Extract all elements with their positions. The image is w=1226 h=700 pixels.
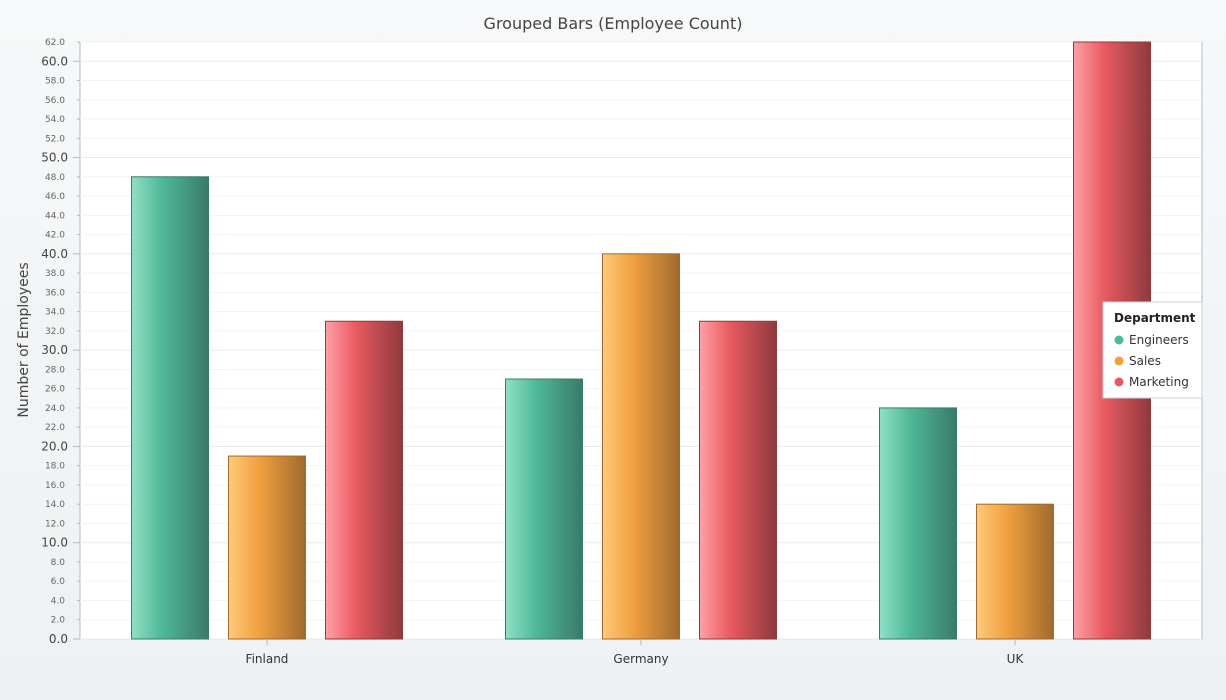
x-axis-ticks: Finland Germany UK	[246, 639, 1025, 666]
y-tick-label-minor: 44.0	[45, 211, 65, 221]
y-tick-label-minor: 32.0	[45, 327, 65, 337]
bar-engineers-germany	[505, 378, 583, 640]
legend: Department Engineers Sales Marketing	[1102, 301, 1203, 399]
y-tick-label-minor: 28.0	[45, 365, 65, 375]
chart-title: Grouped Bars (Employee Count)	[484, 14, 743, 33]
y-tick-label-minor: 48.0	[45, 173, 65, 183]
y-tick-label-minor: 56.0	[45, 96, 65, 106]
y-tick-label-minor: 2.0	[51, 616, 66, 626]
legend-swatch	[1114, 335, 1124, 345]
y-tick-label-minor: 22.0	[45, 423, 65, 433]
bar-sales-finland	[228, 455, 306, 640]
y-tick-label-minor: 12.0	[45, 519, 65, 529]
legend-swatch	[1114, 377, 1124, 387]
y-tick-label-minor: 46.0	[45, 192, 65, 202]
y-tick-label-minor: 34.0	[45, 308, 65, 318]
y-axis-label: Number of Employees	[16, 262, 32, 417]
bar-engineers-finland	[131, 176, 209, 640]
legend-label: Marketing	[1129, 375, 1189, 389]
y-tick-label-major: 20.0	[41, 439, 68, 453]
y-tick-label-major: 60.0	[41, 54, 68, 68]
bar-sales-uk	[976, 503, 1054, 640]
y-tick-label-minor: 58.0	[45, 77, 65, 87]
legend-items: Engineers Sales Marketing	[1114, 333, 1189, 389]
y-tick-label-minor: 42.0	[45, 231, 65, 241]
y-tick-label-minor: 8.0	[51, 558, 66, 568]
y-tick-label-minor: 62.0	[45, 38, 65, 48]
x-tick-label: Germany	[613, 652, 668, 666]
bar-engineers-uk	[879, 407, 957, 640]
y-tick-label-major: 50.0	[41, 151, 68, 165]
x-tick-label: Finland	[246, 652, 289, 666]
y-tick-label-major: 40.0	[41, 247, 68, 261]
y-axis-ticks: 2.0 4.0 6.0 8.0 12.0 14.0 16.0 18.0 22.0 24.0 26.0…	[41, 38, 80, 646]
legend-label: Sales	[1129, 354, 1161, 368]
y-tick-label-minor: 36.0	[45, 288, 65, 298]
y-tick-label-minor: 14.0	[45, 500, 65, 510]
y-tick-label-minor: 16.0	[45, 481, 65, 491]
y-tick-label-minor: 54.0	[45, 115, 65, 125]
legend-title: Department	[1114, 311, 1196, 325]
y-tick-label-minor: 18.0	[45, 462, 65, 472]
y-tick-label-minor: 6.0	[51, 577, 66, 587]
y-tick-label-minor: 24.0	[45, 404, 65, 414]
y-tick-label-minor: 26.0	[45, 385, 65, 395]
bar-marketing-germany	[699, 320, 777, 640]
bar-marketing-finland	[325, 320, 403, 640]
y-tick-label-minor: 52.0	[45, 134, 65, 144]
y-tick-label-minor: 4.0	[51, 596, 66, 606]
y-tick-label-minor: 38.0	[45, 269, 65, 279]
legend-label: Engineers	[1129, 333, 1189, 347]
y-tick-label-major: 30.0	[41, 343, 68, 357]
y-tick-label-major: 10.0	[41, 536, 68, 550]
y-tick-label-major: 0.0	[49, 632, 68, 646]
bar-sales-germany	[602, 253, 680, 640]
legend-swatch	[1114, 356, 1124, 366]
x-tick-label: UK	[1007, 652, 1025, 666]
